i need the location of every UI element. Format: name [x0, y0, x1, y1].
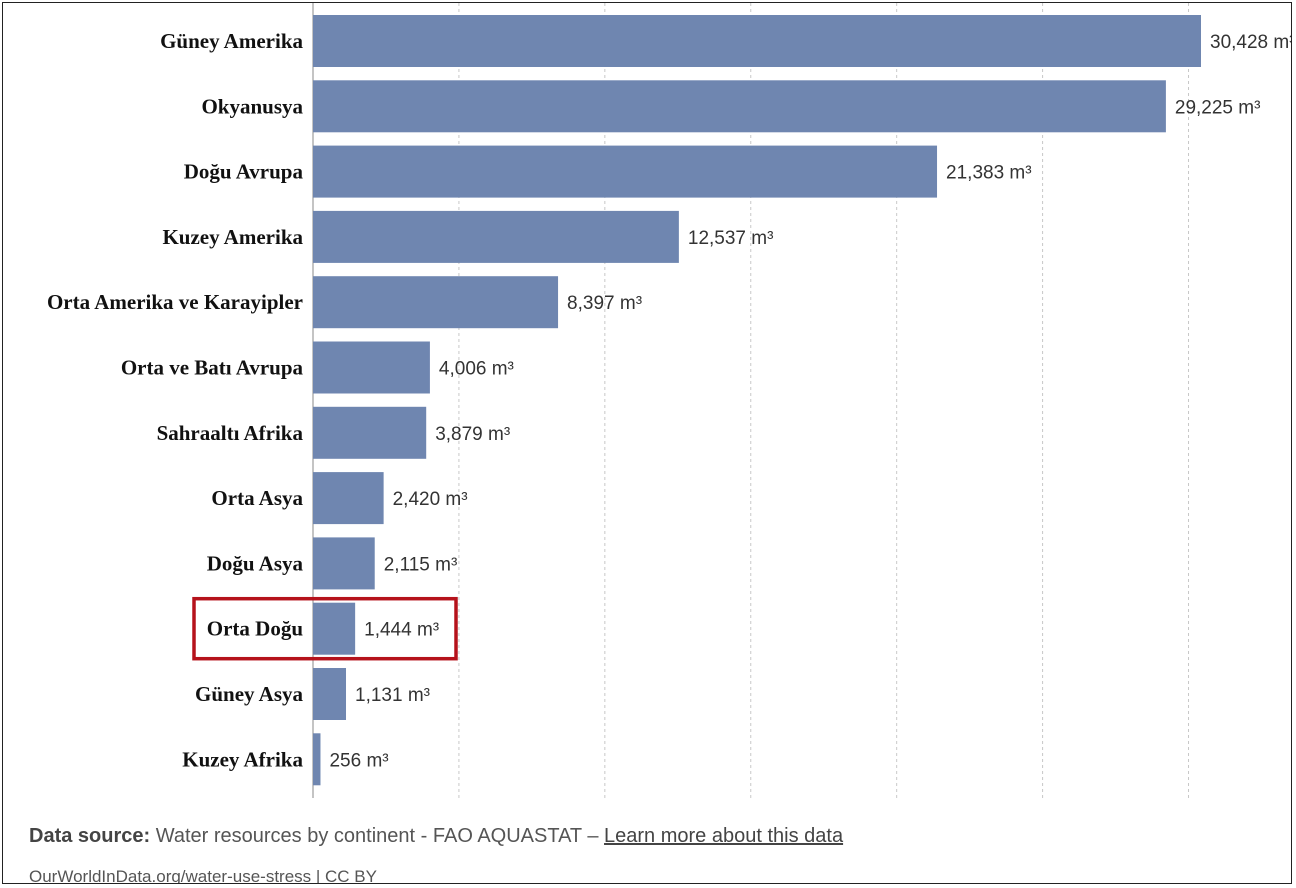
data-source-line: Data source: Water resources by continen…: [29, 825, 843, 848]
value-label: 29,225 m³: [1175, 97, 1261, 118]
bar: [313, 210, 679, 263]
bars: [313, 15, 1201, 786]
bar: [313, 733, 321, 786]
category-label: Kuzey Amerika: [162, 225, 303, 249]
value-label: 4,006 m³: [439, 359, 514, 380]
bar: [313, 668, 347, 720]
bar: [313, 472, 384, 525]
source-text: Water resources by continent - FAO AQUAS…: [150, 825, 605, 847]
value-label: 12,537 m³: [688, 228, 774, 249]
labels: Güney Amerika 30,428 m³ Okyanusya 29,225 m³…: [47, 29, 1292, 771]
bar: [313, 15, 1201, 67]
bar: [313, 406, 427, 459]
category-label: Güney Asya: [195, 682, 303, 706]
gridlines: [312, 3, 1190, 798]
category-label: Orta Asya: [211, 486, 303, 510]
highlight-box: [192, 596, 458, 661]
bar: [313, 145, 938, 198]
category-label: Doğu Asya: [207, 551, 304, 575]
category-label: Orta ve Batı Avrupa: [121, 356, 304, 380]
value-label: 1,131 m³: [355, 685, 430, 706]
category-label: Orta Amerika ve Karayipler: [47, 290, 303, 314]
bar: [313, 537, 375, 590]
learn-more-link[interactable]: Learn more about this data: [604, 825, 844, 847]
category-label: Orta Doğu: [207, 617, 304, 641]
bar: [313, 341, 430, 394]
bar: [313, 602, 356, 655]
value-label: 21,383 m³: [946, 163, 1032, 184]
bar: [313, 80, 1166, 133]
value-label: 30,428 m³: [1210, 32, 1292, 53]
value-label: 1,444 m³: [364, 620, 439, 641]
credit-link[interactable]: OurWorldInData.org/water-use-stress | CC…: [29, 867, 377, 884]
bar-chart: Güney Amerika 30,428 m³ Okyanusya 29,225 m³…: [47, 3, 1292, 798]
category-label: Kuzey Afrika: [182, 747, 303, 771]
category-label: Okyanusya: [201, 94, 303, 118]
value-label: 3,879 m³: [435, 424, 510, 445]
value-label: 2,115 m³: [384, 554, 458, 575]
category-label: Güney Amerika: [160, 29, 303, 53]
value-label: 2,420 m³: [393, 489, 468, 510]
value-label: 8,397 m³: [567, 293, 642, 314]
source-label: Data source:: [29, 825, 151, 847]
value-label: 256 m³: [329, 750, 388, 771]
category-label: Sahraaltı Afrika: [157, 421, 304, 445]
category-label: Doğu Avrupa: [184, 160, 304, 184]
bar: [313, 276, 559, 329]
